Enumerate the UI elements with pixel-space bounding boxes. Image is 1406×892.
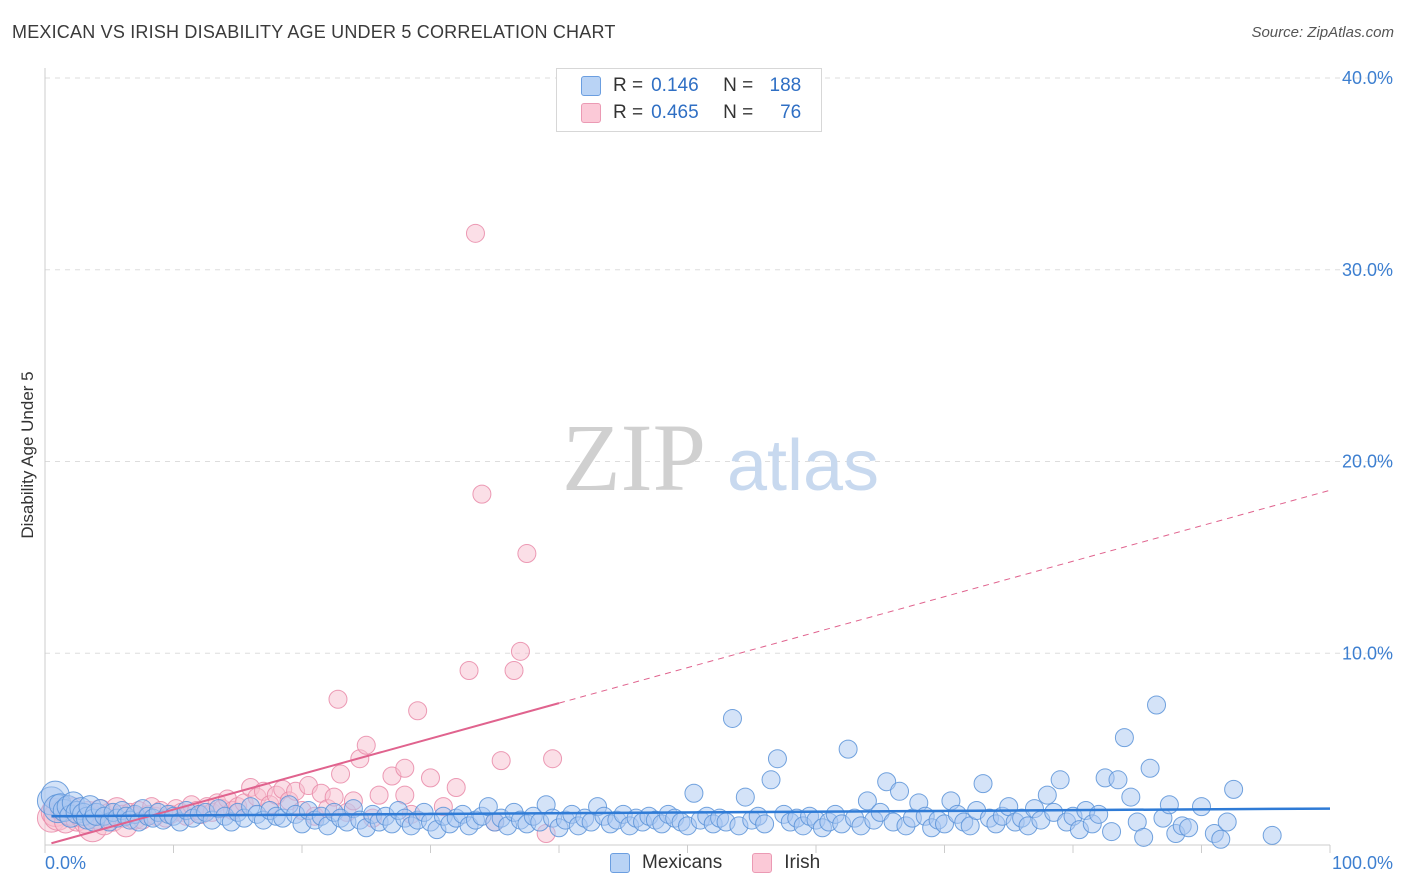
legend-label-mexicans: Mexicans — [642, 852, 723, 873]
grid-lines — [45, 77, 1392, 654]
irish-point — [510, 641, 530, 661]
mexicans-point — [838, 739, 858, 759]
irish-trend-line — [51, 702, 560, 845]
irish-point — [446, 777, 466, 797]
irish-point — [369, 785, 389, 805]
legend-item-mexicans[interactable]: Mexicans — [610, 852, 722, 874]
legend-n-value: 188 — [769, 75, 802, 96]
legend-row-irish: R = 0.465 N = 76 — [581, 101, 801, 125]
legend-swatch-irish — [752, 853, 773, 873]
legend-swatch-mexicans — [610, 853, 630, 873]
mexicans-point — [1179, 818, 1199, 838]
irish-point — [421, 768, 440, 788]
mexicans-point — [1262, 825, 1282, 845]
mexicans-point — [1134, 827, 1154, 847]
mexicans-point — [722, 708, 742, 728]
mexicans-point — [1159, 795, 1179, 815]
mexicans-point — [1102, 822, 1122, 842]
mexicans-point — [1192, 797, 1211, 817]
mexicans-point — [877, 772, 897, 792]
mexicans-point — [684, 783, 704, 803]
series-legend: Mexicans Irish — [610, 852, 850, 874]
x-tick-label: 100.0% — [1332, 853, 1393, 873]
irish-point — [459, 661, 479, 681]
mexicans-point — [1089, 804, 1109, 824]
irish-point — [504, 661, 524, 681]
legend-r-label: R = — [613, 75, 644, 96]
mexicans-point — [1211, 829, 1231, 849]
mexicans-point — [857, 791, 877, 811]
mexicans-point — [1050, 770, 1070, 790]
mexicans-point — [1108, 770, 1128, 790]
legend-r-label: R = — [613, 102, 644, 123]
x-tick-label: 0.0% — [45, 853, 86, 873]
watermark-atlas: atlas — [727, 426, 879, 506]
irish-point — [517, 544, 537, 564]
chart-title: MEXICAN VS IRISH DISABILITY AGE UNDER 5 … — [12, 22, 616, 42]
mexicans-point — [735, 787, 755, 807]
mexicans-point — [1140, 758, 1160, 778]
irish-point — [543, 749, 563, 769]
mexicans-point — [935, 814, 954, 834]
irish-point — [328, 689, 348, 709]
irish-point — [465, 223, 485, 243]
trend-lines — [51, 489, 1331, 845]
mexicans-point — [1044, 802, 1064, 822]
mexicans-trend-line — [51, 807, 1331, 818]
irish-point — [331, 764, 351, 784]
irish-point — [356, 735, 376, 755]
legend-swatch-mexicans — [581, 76, 601, 96]
mexicans-point — [755, 814, 775, 834]
irish-points — [36, 223, 563, 843]
mexicans-point — [1224, 779, 1244, 799]
legend-n-label: N = — [723, 102, 754, 123]
mexicans-point — [1114, 728, 1134, 748]
mexicans-points — [36, 695, 1282, 849]
mexicans-point — [1121, 787, 1141, 807]
axes — [44, 68, 1331, 853]
legend-label-irish: Irish — [784, 852, 821, 873]
y-tick-label: 40.0% — [1342, 68, 1393, 88]
watermark-zip: ZIP — [562, 404, 706, 511]
legend-r-value: 0.465 — [651, 102, 699, 123]
y-tick-label: 20.0% — [1342, 452, 1393, 472]
y-tick-label: 10.0% — [1342, 643, 1393, 663]
tick-labels: 10.0% 20.0% 30.0% 40.0% 0.0% 100.0% — [45, 68, 1393, 873]
mexicans-point — [1217, 812, 1237, 832]
mexicans-point — [1037, 785, 1057, 805]
y-axis-label: Disability Age Under 5 — [18, 371, 37, 539]
y-tick-label: 30.0% — [1342, 260, 1393, 280]
legend-row-mexicans: R = 0.146 N = 188 — [581, 74, 801, 98]
legend-r-value: 0.146 — [651, 75, 699, 96]
legend-n-value: 76 — [780, 102, 802, 123]
mexicans-point — [890, 781, 910, 801]
legend-swatch-irish — [581, 103, 601, 123]
irish-point — [395, 758, 415, 778]
irish-point — [472, 484, 492, 504]
watermark: ZIP atlas — [562, 404, 879, 511]
irish-trend-extension — [558, 489, 1331, 704]
legend-n-label: N = — [723, 75, 754, 96]
correlation-legend: R = 0.146 N = 188 R = 0.465 N = 76 — [556, 68, 822, 132]
irish-point — [408, 701, 428, 721]
mexicans-point — [1147, 695, 1167, 715]
mexicans-point — [761, 770, 781, 790]
source-label: Source: ZipAtlas.com — [1251, 24, 1394, 41]
irish-point — [491, 751, 511, 771]
mexicans-point — [767, 749, 787, 769]
legend-item-irish[interactable]: Irish — [752, 852, 820, 874]
mexicans-point — [973, 774, 993, 794]
